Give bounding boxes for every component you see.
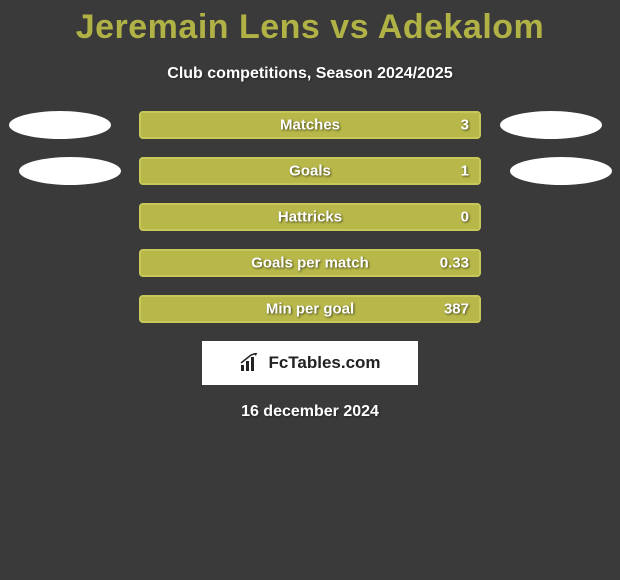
thumb-right-1 xyxy=(500,111,602,139)
thumb-right-2 xyxy=(510,157,612,185)
stat-row: Hattricks 0 xyxy=(139,203,481,231)
stat-label: Min per goal xyxy=(266,301,354,318)
logo-text: FcTables.com xyxy=(268,353,380,373)
subtitle: Club competitions, Season 2024/2025 xyxy=(0,65,620,83)
date-text: 16 december 2024 xyxy=(0,403,620,421)
stat-label: Goals per match xyxy=(251,255,369,272)
stat-label: Hattricks xyxy=(278,209,342,226)
stat-bar: Matches 3 xyxy=(139,111,481,139)
stat-value-right: 1 xyxy=(461,163,469,180)
stat-value-right: 0.33 xyxy=(440,255,469,272)
stat-value-right: 0 xyxy=(461,209,469,226)
stat-bar: Hattricks 0 xyxy=(139,203,481,231)
chart-icon xyxy=(239,353,263,373)
fctables-logo: FcTables.com xyxy=(202,341,418,385)
stat-bar: Min per goal 387 xyxy=(139,295,481,323)
thumb-left-1 xyxy=(9,111,111,139)
stat-row: Matches 3 xyxy=(139,111,481,139)
stat-label: Goals xyxy=(289,163,331,180)
stat-row: Goals 1 xyxy=(139,157,481,185)
stat-bar: Goals per match 0.33 xyxy=(139,249,481,277)
stat-row: Goals per match 0.33 xyxy=(139,249,481,277)
stat-value-right: 387 xyxy=(444,301,469,318)
stat-value-right: 3 xyxy=(461,117,469,134)
stat-bar: Goals 1 xyxy=(139,157,481,185)
stat-row: Min per goal 387 xyxy=(139,295,481,323)
thumb-left-2 xyxy=(19,157,121,185)
page-title: Jeremain Lens vs Adekalom xyxy=(0,0,620,47)
stats-area: Matches 3 Goals 1 Hattricks 0 Goals per match 0… xyxy=(0,111,620,323)
stat-label: Matches xyxy=(280,117,340,134)
